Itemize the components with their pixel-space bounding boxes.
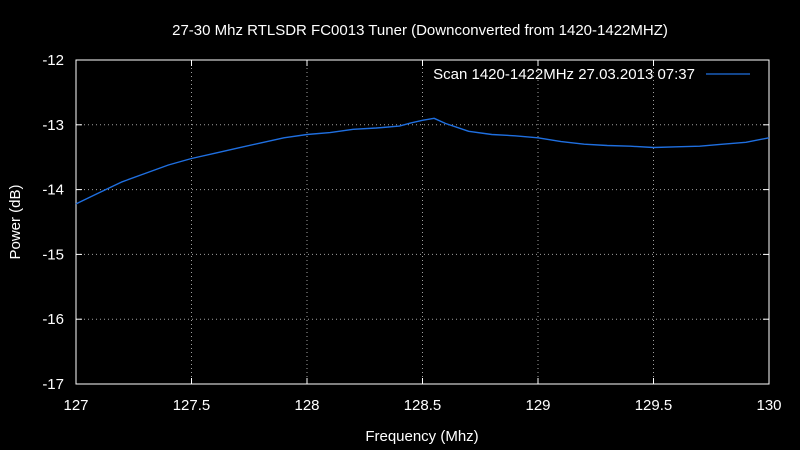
y-axis: -12 -13 -14 -15 -16 -17 bbox=[42, 52, 769, 393]
y-tick-label: -12 bbox=[42, 52, 64, 69]
x-tick-label: 130 bbox=[756, 397, 781, 414]
x-tick-label: 128 bbox=[294, 397, 319, 414]
y-axis-label: Power (dB) bbox=[7, 184, 24, 259]
series-lines bbox=[75, 117, 770, 205]
legend-label: Scan 1420-1422MHz 27.03.2013 07:37 bbox=[433, 66, 695, 83]
x-tick-label: 129.5 bbox=[635, 397, 673, 414]
x-axis-label: Frequency (Mhz) bbox=[365, 428, 478, 445]
grid bbox=[76, 60, 769, 384]
y-tick-label: -15 bbox=[42, 246, 64, 263]
legend: Scan 1420-1422MHz 27.03.2013 07:37 bbox=[433, 66, 750, 83]
x-tick-label: 128.5 bbox=[404, 397, 442, 414]
chart-title: 27-30 Mhz RTLSDR FC0013 Tuner (Downconve… bbox=[172, 22, 668, 39]
y-tick-label: -13 bbox=[42, 117, 64, 134]
y-tick-label: -14 bbox=[42, 182, 64, 199]
x-tick-label: 127.5 bbox=[173, 397, 211, 414]
x-axis: 127 127.5 128 128.5 129 129.5 130 bbox=[63, 60, 782, 414]
y-tick-label: -16 bbox=[42, 311, 64, 328]
x-tick-label: 129 bbox=[525, 397, 550, 414]
series-line bbox=[75, 117, 770, 205]
y-tick-label: -17 bbox=[42, 376, 64, 393]
x-tick-label: 127 bbox=[63, 397, 88, 414]
